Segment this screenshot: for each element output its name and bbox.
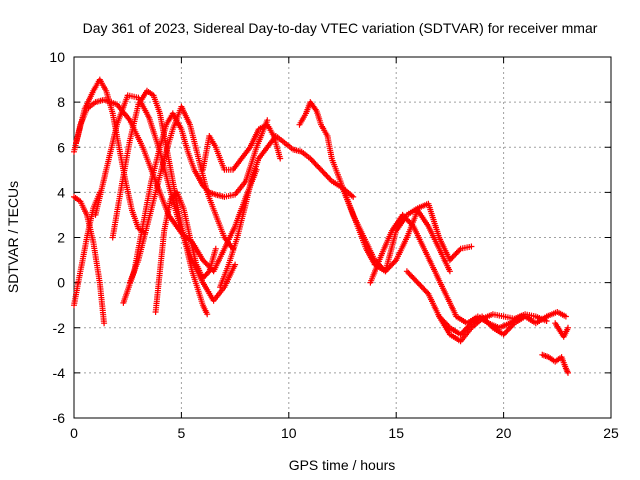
- series-arc-d: [71, 193, 108, 327]
- y-tick-label: 6: [57, 139, 65, 155]
- series-arc-q: [539, 351, 571, 376]
- data-points: [71, 76, 571, 376]
- y-tick-label: -4: [53, 365, 66, 381]
- series-arc-k: [217, 133, 357, 291]
- series-markers: [152, 189, 219, 315]
- series-markers: [436, 311, 550, 345]
- series-arc-r: [552, 320, 571, 340]
- x-axis-label: GPS time / hours: [289, 457, 396, 473]
- series-arc-l: [296, 99, 453, 275]
- x-tick-label: 15: [388, 425, 404, 441]
- series-markers: [71, 193, 108, 327]
- x-tick-label: 0: [70, 425, 78, 441]
- series-markers: [403, 268, 569, 338]
- series-markers: [552, 320, 571, 340]
- series-markers: [217, 133, 357, 291]
- y-tick-label: 10: [49, 49, 65, 65]
- x-tick-label: 20: [496, 425, 512, 441]
- series-markers: [296, 99, 453, 275]
- series-arc-h: [126, 103, 236, 286]
- series-arc-i: [152, 189, 219, 315]
- y-tick-label: 8: [57, 94, 65, 110]
- chart-title: Day 361 of 2023, Sidereal Day-to-day VTE…: [83, 20, 598, 36]
- series-arc-b: [73, 76, 148, 236]
- series-arc-p: [436, 311, 550, 345]
- y-axis: -6 -4 -2 0 2 4 6 8 10: [49, 49, 611, 426]
- y-tick-label: 4: [57, 184, 65, 200]
- series-markers: [126, 103, 236, 286]
- x-tick-label: 5: [178, 425, 186, 441]
- y-tick-label: 0: [57, 275, 65, 291]
- series-markers: [367, 211, 524, 331]
- x-axis: 0 5 10 15 20 25: [70, 57, 619, 441]
- y-tick-label: 2: [57, 230, 65, 246]
- x-tick-label: 10: [281, 425, 297, 441]
- x-tick-label: 25: [603, 425, 619, 441]
- series-arc-n: [367, 211, 524, 331]
- series-arc-o: [403, 268, 569, 338]
- y-axis-label: SDTVAR / TECUs: [5, 181, 21, 293]
- y-tick-label: -2: [53, 320, 66, 336]
- series-arc-m: [339, 184, 475, 275]
- series-markers: [73, 76, 148, 236]
- series-markers: [339, 184, 475, 275]
- series-markers: [539, 351, 571, 376]
- y-tick-label: -6: [53, 410, 66, 426]
- grid-lines: [74, 57, 611, 418]
